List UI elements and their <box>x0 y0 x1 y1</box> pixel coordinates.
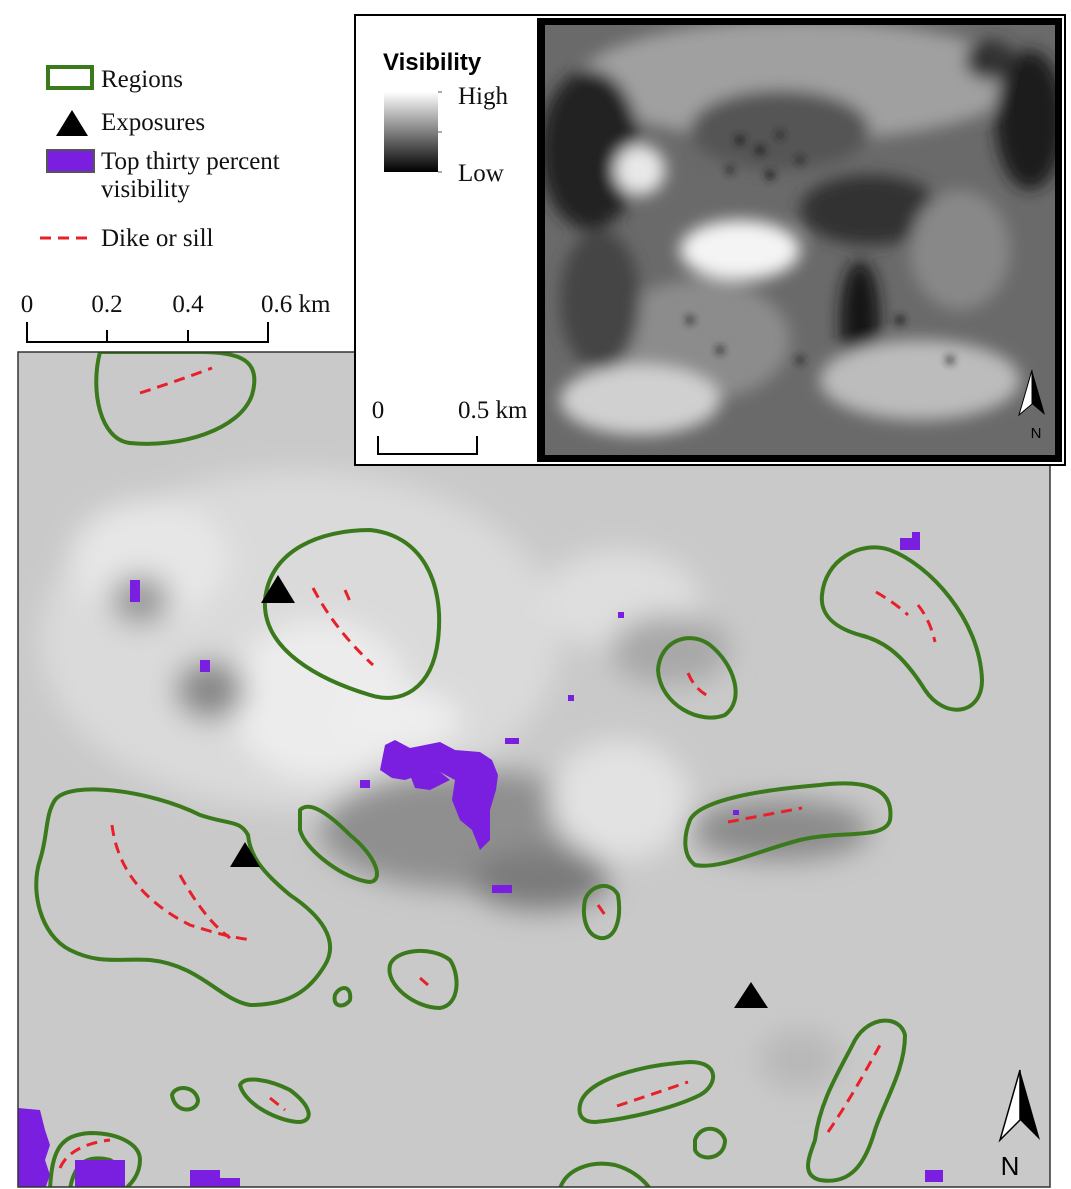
scale-bar: 0 0.2 0.4 0.6 km <box>21 291 331 342</box>
ramp-low-label: Low <box>458 160 504 187</box>
legend-label: Dike or sill <box>101 225 214 252</box>
inset: Visibility High Low 0 0.5 km N <box>355 15 1065 465</box>
inset-image <box>540 20 1065 455</box>
legend: Regions Exposures Top thirty percent vis… <box>40 66 280 252</box>
scale-label: 0 <box>21 291 34 318</box>
inset-north-label: N <box>1031 425 1042 442</box>
inset-title: Visibility <box>383 49 482 76</box>
scale-label: 0.6 km <box>261 291 331 318</box>
main-map: N <box>18 352 1050 1189</box>
color-ramp <box>384 92 438 172</box>
legend-label: Top thirty percent <box>101 148 280 175</box>
ramp-high-label: High <box>458 83 509 110</box>
legend-label: Exposures <box>101 109 205 136</box>
legend-exposure-symbol <box>56 110 88 136</box>
scale-label: 0.4 <box>172 291 204 318</box>
map-figure: N Regions Exposures Top thirty percent v… <box>0 0 1071 1189</box>
legend-label: Regions <box>101 66 183 93</box>
scale-label: 0.2 <box>91 291 122 318</box>
inset-scale-label: 0.5 km <box>458 397 528 424</box>
inset-scale-label: 0 <box>372 397 385 424</box>
legend-label: visibility <box>101 176 190 203</box>
north-label: N <box>1001 1151 1020 1181</box>
legend-region-symbol <box>48 67 92 88</box>
legend-visibility-symbol <box>47 150 94 172</box>
